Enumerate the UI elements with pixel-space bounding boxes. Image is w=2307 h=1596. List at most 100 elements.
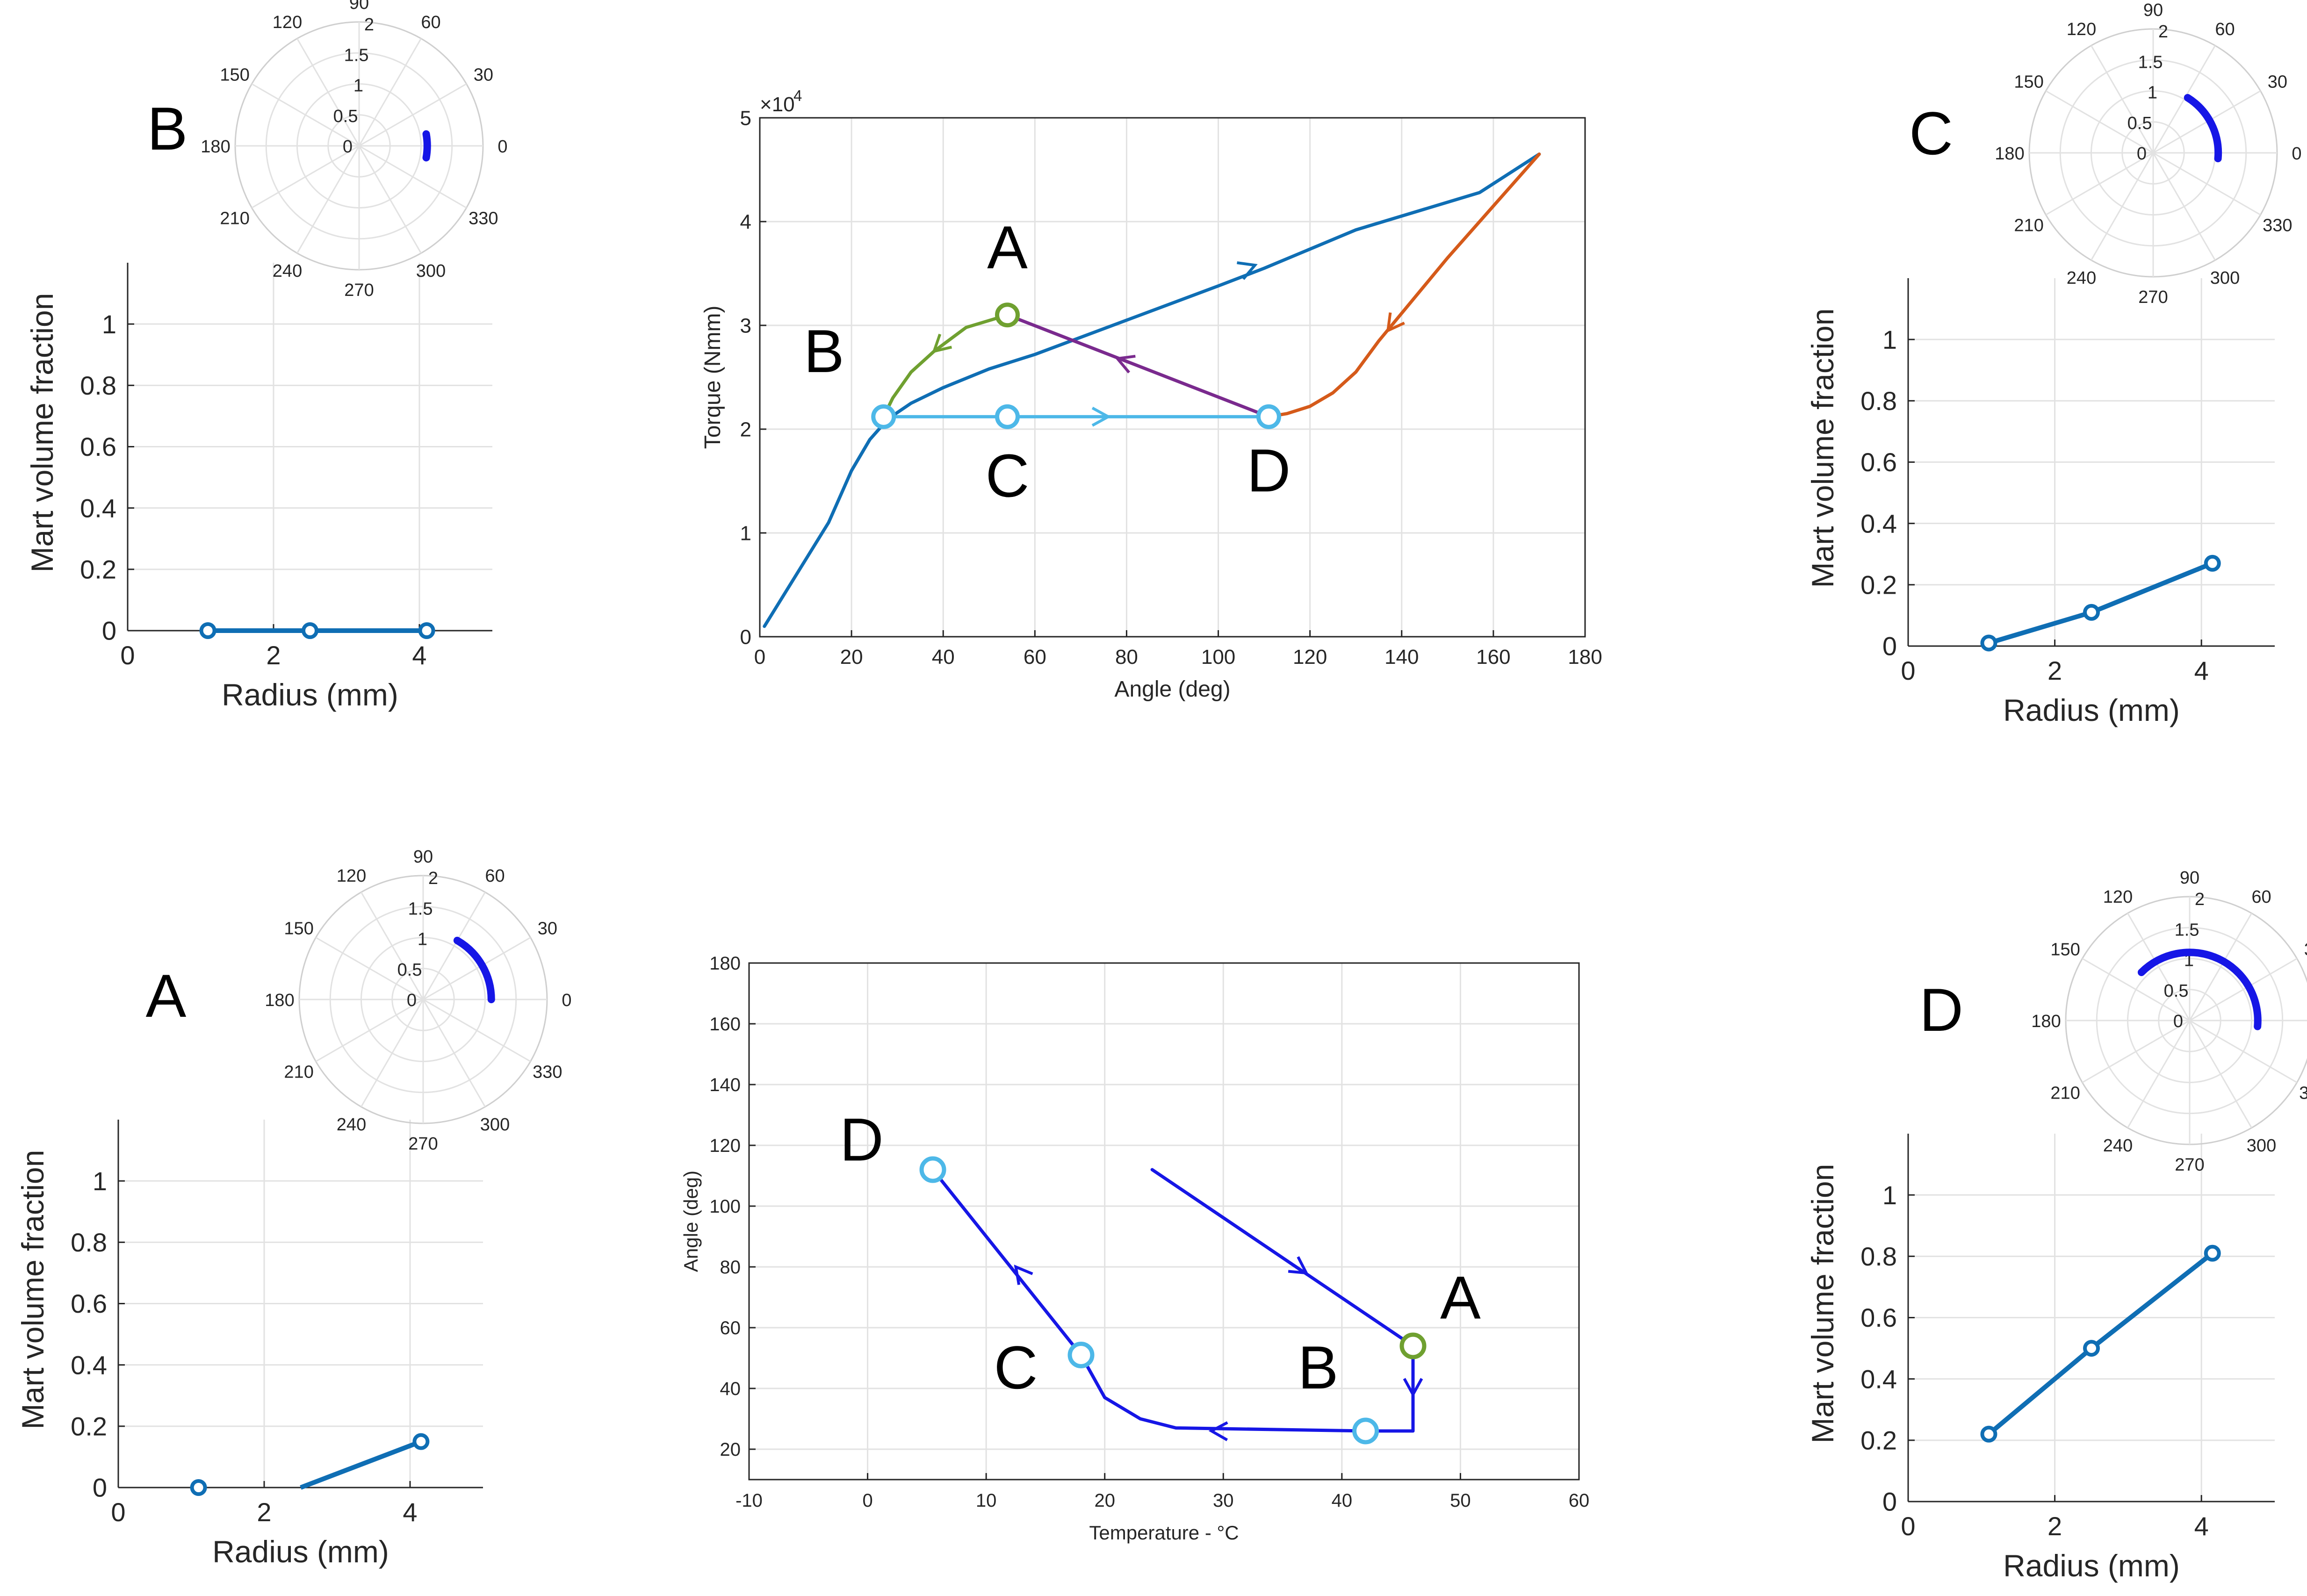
polar-spoke: [358, 145, 422, 254]
state-label: B: [804, 317, 844, 385]
polar-spoke: [2082, 1020, 2190, 1083]
polar-angle-label: 240: [273, 261, 302, 281]
polar-radius-label: 0.5: [333, 107, 358, 126]
panel-label: C: [1909, 99, 1953, 167]
y-axis-label: Mart volume fraction: [1805, 1164, 1840, 1444]
y-tick-label: 180: [709, 953, 741, 974]
polar-angle-label: 300: [416, 261, 446, 281]
x-tick-label: 40: [932, 646, 955, 669]
polar-spoke: [2045, 152, 2154, 216]
y-tick-label: 0.2: [80, 554, 116, 584]
y-axis-label: Angle (deg): [680, 1171, 702, 1272]
polar-angle-label: 330: [533, 1063, 562, 1082]
polar-spoke: [2189, 913, 2252, 1021]
polar-spoke: [2127, 1020, 2191, 1129]
polar-angle-label: 60: [2215, 20, 2235, 39]
x-axis-label: Angle (deg): [1114, 677, 1230, 702]
data-point: [2083, 1340, 2100, 1357]
y-tick-label: 0.4: [71, 1350, 107, 1380]
x-axis-label: Radius (mm): [222, 677, 398, 712]
polar-angle-label: 120: [273, 13, 302, 32]
polar-radius-label: 2: [2195, 890, 2205, 909]
polar-angle-label: 60: [2251, 887, 2271, 907]
x-tick-label: 0: [1901, 656, 1915, 685]
x-tick-label: 20: [1094, 1490, 1115, 1511]
polar-angle-label: 120: [2067, 20, 2096, 39]
polar-spoke: [359, 145, 467, 208]
polar-angle-label: 150: [284, 919, 313, 939]
y-tick-label: 1: [740, 522, 751, 545]
polar-spoke: [251, 83, 360, 147]
polar-angle-label: 300: [2210, 268, 2240, 288]
x-tick-label: 20: [840, 646, 863, 669]
polar-spoke: [2189, 1020, 2252, 1129]
state-marker-B: [1352, 1417, 1379, 1445]
x-axis-label: Radius (mm): [2003, 1548, 2180, 1583]
x-tick-label: 0: [754, 646, 765, 669]
polar-spoke: [2091, 45, 2154, 153]
polar-angle-label: 0: [562, 991, 571, 1010]
plot-frame: [748, 962, 1580, 1481]
polar-spoke: [423, 937, 531, 1000]
data-point: [2083, 604, 2100, 621]
polar-spoke: [251, 145, 360, 208]
state-marker-B: [871, 404, 896, 429]
y-tick-label: 0.4: [1860, 1364, 1897, 1394]
polar-angle-label: 30: [2304, 940, 2307, 960]
polar-spoke: [315, 937, 424, 1000]
y-axis-label: Mart volume fraction: [25, 293, 59, 573]
y-tick-label: 0: [740, 625, 751, 648]
polar-angle-label: 30: [2268, 72, 2287, 92]
polar-fraction-arc: [422, 130, 431, 162]
x-tick-label: 2: [266, 640, 281, 670]
fraction-line: [300, 1439, 422, 1490]
x-tick-label: 60: [1024, 646, 1046, 669]
polar-angle-label: 30: [538, 919, 557, 939]
series-line-A-to-B: [882, 313, 1009, 418]
series-line-D-to-A: [1006, 313, 1270, 418]
polar-radius-label: 1.5: [2175, 920, 2199, 940]
direction-arrow-unloading: [1386, 312, 1405, 333]
polar-spoke: [360, 999, 424, 1107]
panel-label: D: [1919, 976, 1963, 1044]
x-tick-label: 2: [2047, 1511, 2062, 1541]
x-tick-label: 4: [403, 1497, 417, 1527]
x-tick-label: 80: [1115, 646, 1138, 669]
data-point: [302, 622, 318, 639]
polar-spoke: [2045, 90, 2154, 154]
polar-spoke: [2091, 152, 2154, 261]
x-tick-label: 50: [1450, 1490, 1471, 1511]
polar-angle-label: 330: [2263, 216, 2292, 236]
polar-fraction-arc: [453, 936, 495, 1003]
polar-angle-label: 240: [2067, 268, 2096, 288]
polar-angle-label: 300: [2247, 1136, 2276, 1156]
polar-angle-label: 0: [2292, 144, 2301, 164]
polar-spoke: [2189, 1020, 2298, 1083]
y-tick-label: 0.2: [1860, 570, 1897, 599]
x-tick-label: 40: [1332, 1490, 1353, 1511]
polar-spoke: [359, 83, 467, 147]
x-tick-label: 0: [1901, 1511, 1915, 1541]
polar-angle-label: 120: [2103, 887, 2133, 907]
polar-angle-label: 90: [349, 0, 369, 13]
polar-radius-label: 2: [428, 869, 438, 888]
data-point: [2204, 1244, 2221, 1262]
y-tick-label: 5: [740, 107, 751, 129]
direction-arrow-thermal-path: [1403, 1378, 1423, 1398]
y-tick-label: 80: [720, 1257, 741, 1278]
x-tick-label: 120: [1293, 646, 1327, 669]
polar-spoke: [360, 891, 424, 1000]
polar-radius-label: 1.5: [344, 45, 369, 65]
data-point: [190, 1479, 207, 1496]
y-tick-label: 40: [720, 1379, 741, 1399]
x-tick-label: 0: [111, 1497, 125, 1527]
polar-fraction-arc: [2184, 94, 2222, 163]
polar-angle-label: 90: [2180, 868, 2199, 888]
x-tick-label: 0: [862, 1490, 872, 1511]
y-tick-label: 160: [709, 1014, 741, 1035]
y-tick-label: 120: [709, 1136, 741, 1156]
y-tick-label: 0.8: [1860, 386, 1897, 416]
